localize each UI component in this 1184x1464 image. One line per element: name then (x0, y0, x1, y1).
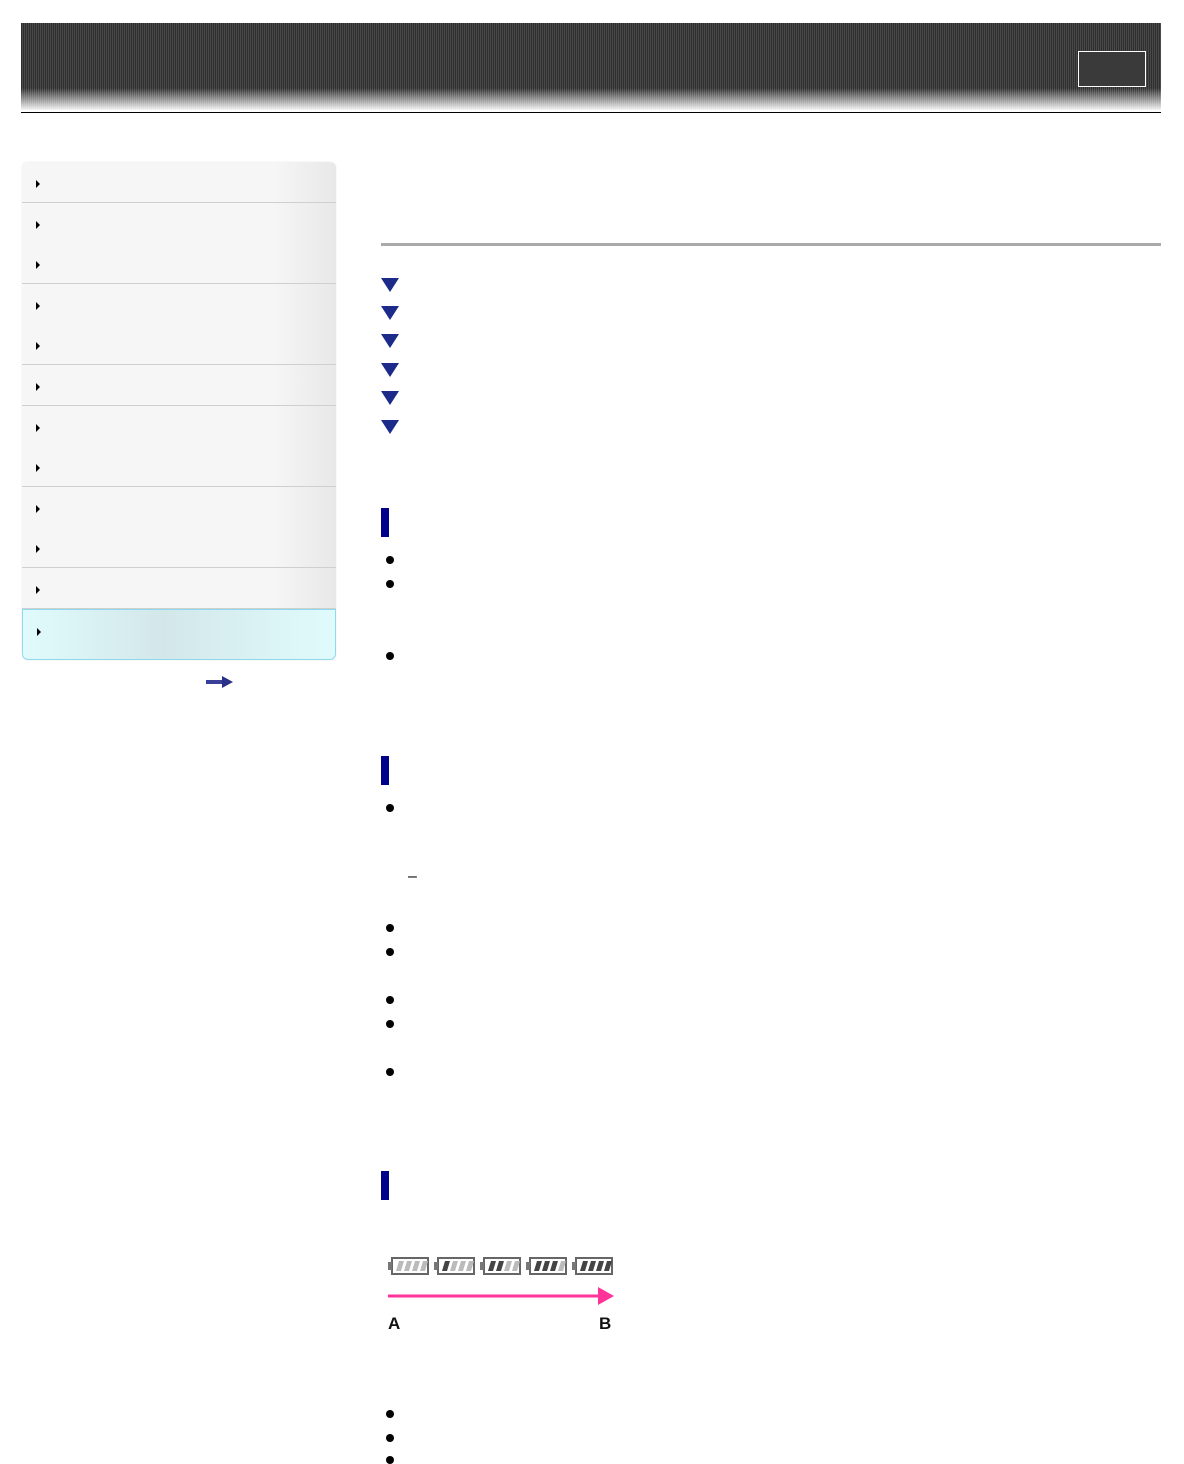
caret-right-icon (36, 423, 40, 432)
sidebar-item[interactable] (22, 162, 336, 203)
sidebar-item[interactable] (22, 568, 336, 609)
battery-level-icon (526, 1257, 567, 1275)
bullet-icon (386, 924, 394, 932)
bullet-icon (386, 1434, 394, 1442)
caret-right-icon (36, 342, 40, 351)
bullet-icon (386, 1068, 394, 1076)
sidebar-item[interactable] (22, 446, 336, 488)
caret-right-icon (36, 586, 40, 594)
sidebar-item[interactable] (22, 486, 336, 528)
site-header (21, 23, 1161, 110)
arrow-head-icon (598, 1287, 614, 1305)
sidebar-item[interactable] (22, 243, 336, 285)
sidebar-item[interactable] (22, 365, 336, 406)
bullet-icon (386, 804, 394, 812)
battery-level-icon (434, 1257, 475, 1275)
sidebar-item[interactable] (22, 283, 336, 325)
label-a: A (388, 1314, 401, 1333)
bullet-icon (386, 556, 394, 564)
sidebar-item[interactable] (22, 527, 336, 569)
link-triangle-icon[interactable] (381, 363, 399, 377)
dash-text: – (408, 868, 417, 885)
sidebar-nav (22, 162, 336, 660)
sidebar-item[interactable] (22, 608, 336, 660)
section-marker (381, 508, 389, 537)
link-triangle-icon[interactable] (381, 420, 399, 434)
caret-right-icon (36, 301, 40, 310)
battery-level-icon (388, 1257, 429, 1275)
bullet-icon (386, 1020, 394, 1028)
battery-level-icon (572, 1257, 613, 1275)
bullet-icon (386, 1410, 394, 1418)
sidebar-item[interactable] (22, 202, 336, 244)
link-triangle-icon[interactable] (381, 334, 399, 348)
caret-right-icon (36, 220, 40, 229)
caret-right-icon (36, 180, 40, 188)
bullet-icon (386, 996, 394, 1004)
caret-right-icon (37, 627, 41, 636)
link-triangle-icon[interactable] (381, 306, 399, 320)
header-divider (21, 112, 1161, 113)
battery-illustration: A B (386, 1252, 618, 1333)
bullet-icon (386, 652, 394, 660)
bullet-icon (386, 1456, 394, 1464)
bullet-icon (386, 580, 394, 588)
section-marker (381, 1171, 389, 1200)
link-triangle-icon[interactable] (381, 391, 399, 405)
arrow-right-icon[interactable] (206, 676, 234, 688)
header-button[interactable] (1078, 51, 1146, 87)
sidebar-item[interactable] (22, 405, 336, 447)
caret-right-icon (36, 504, 40, 513)
bullet-icon (386, 948, 394, 956)
caret-right-icon (36, 464, 40, 473)
caret-right-icon (36, 545, 40, 554)
section-marker (381, 756, 389, 785)
label-b: B (599, 1314, 612, 1333)
sidebar-item[interactable] (22, 324, 336, 366)
title-divider (381, 243, 1161, 246)
caret-right-icon (36, 261, 40, 270)
battery-level-icon (480, 1257, 521, 1275)
caret-right-icon (36, 383, 40, 391)
link-triangle-icon[interactable] (381, 278, 399, 292)
